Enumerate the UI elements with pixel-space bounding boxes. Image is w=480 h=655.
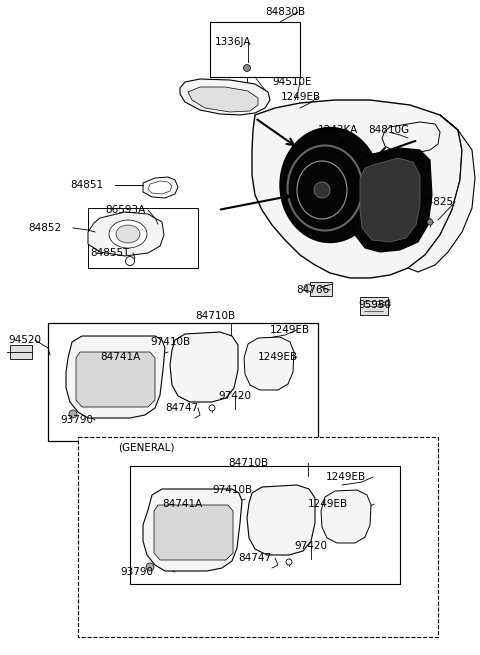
Text: 1243KA: 1243KA bbox=[318, 125, 358, 135]
Ellipse shape bbox=[116, 225, 140, 243]
Circle shape bbox=[314, 182, 330, 198]
Bar bbox=[130, 466, 400, 584]
Text: 1249EB: 1249EB bbox=[258, 352, 298, 362]
Ellipse shape bbox=[280, 128, 380, 242]
Text: 84747: 84747 bbox=[165, 403, 198, 413]
Text: 84741A: 84741A bbox=[162, 499, 202, 509]
Circle shape bbox=[304, 284, 312, 292]
Text: 97420: 97420 bbox=[218, 391, 251, 401]
Text: 84825: 84825 bbox=[420, 197, 453, 207]
Circle shape bbox=[146, 563, 154, 571]
Text: 94520: 94520 bbox=[8, 335, 41, 345]
Polygon shape bbox=[76, 352, 155, 407]
Bar bbox=[10, 345, 32, 359]
Text: 97410B: 97410B bbox=[150, 337, 190, 347]
Bar bbox=[78, 437, 438, 637]
Polygon shape bbox=[247, 485, 315, 555]
Text: 84710B: 84710B bbox=[195, 311, 235, 321]
Polygon shape bbox=[321, 490, 371, 543]
Text: 84830B: 84830B bbox=[265, 7, 305, 17]
Polygon shape bbox=[360, 158, 420, 242]
Circle shape bbox=[286, 559, 292, 565]
Bar bbox=[88, 208, 198, 268]
Text: 1249EB: 1249EB bbox=[281, 92, 321, 102]
Text: 84855T: 84855T bbox=[90, 248, 130, 258]
Polygon shape bbox=[408, 115, 475, 272]
Polygon shape bbox=[244, 337, 294, 390]
Polygon shape bbox=[252, 100, 462, 278]
Circle shape bbox=[209, 405, 215, 411]
Text: 84851: 84851 bbox=[70, 180, 103, 190]
Text: 84747: 84747 bbox=[238, 553, 271, 563]
Text: (GENERAL): (GENERAL) bbox=[118, 442, 175, 452]
Circle shape bbox=[243, 64, 251, 71]
Text: 93790: 93790 bbox=[60, 415, 93, 425]
Polygon shape bbox=[180, 79, 270, 115]
Polygon shape bbox=[154, 505, 233, 560]
Bar bbox=[310, 282, 332, 296]
Text: 1336JA: 1336JA bbox=[215, 37, 252, 47]
Text: 94510E: 94510E bbox=[272, 77, 312, 87]
Text: 93790: 93790 bbox=[120, 567, 153, 577]
Polygon shape bbox=[352, 148, 432, 252]
Circle shape bbox=[427, 219, 433, 225]
Text: 84852: 84852 bbox=[28, 223, 61, 233]
Text: 1249EB: 1249EB bbox=[308, 499, 348, 509]
Text: 95950: 95950 bbox=[358, 300, 391, 310]
Polygon shape bbox=[148, 181, 172, 194]
Polygon shape bbox=[66, 336, 165, 418]
Circle shape bbox=[69, 410, 77, 418]
Bar bbox=[360, 297, 388, 315]
Bar bbox=[48, 323, 318, 441]
Circle shape bbox=[125, 257, 134, 265]
Text: 84810G: 84810G bbox=[368, 125, 409, 135]
Text: 97420: 97420 bbox=[294, 541, 327, 551]
Text: 1249EB: 1249EB bbox=[326, 472, 366, 482]
Polygon shape bbox=[170, 332, 238, 402]
Polygon shape bbox=[382, 122, 440, 153]
Text: 97410B: 97410B bbox=[212, 485, 252, 495]
Polygon shape bbox=[188, 87, 258, 112]
Circle shape bbox=[339, 141, 345, 145]
Bar bbox=[210, 22, 300, 77]
Text: 84766: 84766 bbox=[296, 285, 329, 295]
Polygon shape bbox=[88, 212, 164, 256]
Ellipse shape bbox=[109, 220, 147, 248]
Polygon shape bbox=[143, 177, 178, 198]
Text: 86593A: 86593A bbox=[105, 205, 145, 215]
Text: 84710B: 84710B bbox=[228, 458, 268, 468]
Text: 1249EB: 1249EB bbox=[270, 325, 310, 335]
Polygon shape bbox=[143, 489, 242, 571]
Text: 84741A: 84741A bbox=[100, 352, 140, 362]
